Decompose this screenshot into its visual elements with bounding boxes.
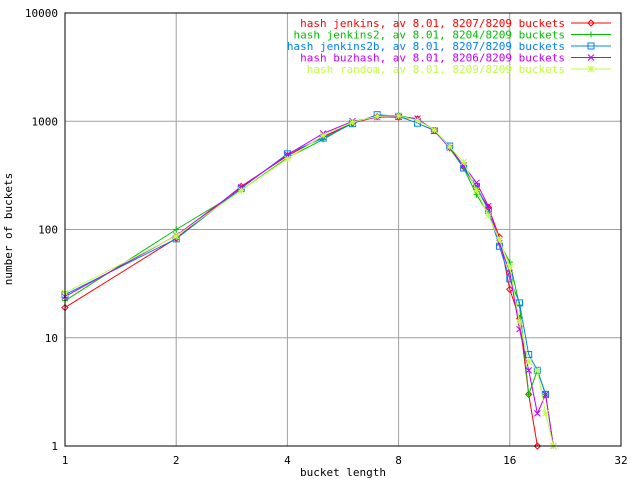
legend-item: hash jenkins2, av 8.01, 8204/8209 bucket… [293, 29, 611, 42]
data-point [373, 112, 381, 120]
y-tick-label: 10 [45, 332, 58, 345]
data-point [516, 318, 523, 326]
legend-marker [587, 19, 595, 27]
plot-series [61, 111, 557, 450]
data-point [496, 236, 503, 244]
data-point [525, 351, 533, 359]
legend-marker [588, 31, 594, 38]
x-tick-label: 32 [614, 454, 627, 467]
y-tick-label: 1000 [32, 115, 59, 128]
legend-label: hash jenkins2, av 8.01, 8204/8209 bucket… [293, 29, 565, 42]
data-point [319, 132, 327, 139]
x-tick-label: 16 [503, 454, 516, 467]
y-tick-label: 100 [38, 224, 58, 237]
y-tick-label: 10000 [25, 7, 58, 20]
data-point [524, 390, 533, 399]
data-point [506, 263, 514, 271]
data-point [506, 285, 514, 294]
ticks: 1 2 4 8 16 32 1 10 100 1000 10000 [25, 7, 628, 467]
legend-marker [587, 54, 595, 61]
legend-item: hash random, av 8.01, 8209/8209 buckets [307, 63, 611, 76]
data-point [525, 366, 533, 374]
data-point [506, 269, 514, 276]
y-tick-label: 1 [51, 440, 58, 453]
legend-marker [587, 42, 595, 50]
legend-label: hash jenkins2b, av 8.01, 8207/8209 bucke… [287, 40, 565, 53]
data-point [172, 232, 180, 240]
legend-item: hash jenkins, av 8.01, 8207/8209 buckets [300, 17, 611, 30]
y-axis-label: number of buckets [2, 173, 15, 286]
data-point [446, 143, 454, 151]
series-5 [61, 112, 557, 450]
data-point [173, 226, 180, 233]
legend: hash jenkins, av 8.01, 8207/8209 buckets… [287, 17, 611, 76]
data-point [533, 442, 542, 450]
data-point [534, 410, 541, 417]
x-axis-label: bucket length [300, 466, 386, 479]
data-point [542, 390, 549, 398]
data-point [414, 116, 421, 124]
grid [65, 13, 621, 446]
legend-label: hash jenkins, av 8.01, 8207/8209 buckets [300, 17, 565, 30]
data-point [534, 366, 541, 374]
data-point [460, 158, 468, 166]
data-point [485, 202, 492, 210]
legend-marker [587, 65, 595, 73]
data-point [284, 155, 291, 163]
data-point [473, 186, 480, 194]
data-point [349, 118, 356, 126]
plot-border [64, 12, 622, 447]
data-point [431, 126, 438, 134]
x-tick-label: 2 [173, 454, 180, 467]
x-tick-label: 8 [395, 454, 402, 467]
legend-item: hash buzhash, av 8.01, 8206/8209 buckets [300, 52, 611, 65]
legend-label: hash buzhash, av 8.01, 8206/8209 buckets [300, 52, 565, 65]
data-point [542, 410, 549, 417]
data-point [506, 275, 514, 283]
x-tick-label: 1 [62, 454, 69, 467]
legend-label: hash random, av 8.01, 8209/8209 buckets [307, 63, 565, 76]
x-tick-label: 4 [284, 454, 291, 467]
data-point [525, 358, 533, 366]
data-point [395, 112, 402, 120]
data-point [525, 391, 532, 398]
legend-item: hash jenkins2b, av 8.01, 8207/8209 bucke… [287, 40, 611, 53]
data-point [237, 186, 245, 194]
data-point [485, 212, 492, 219]
